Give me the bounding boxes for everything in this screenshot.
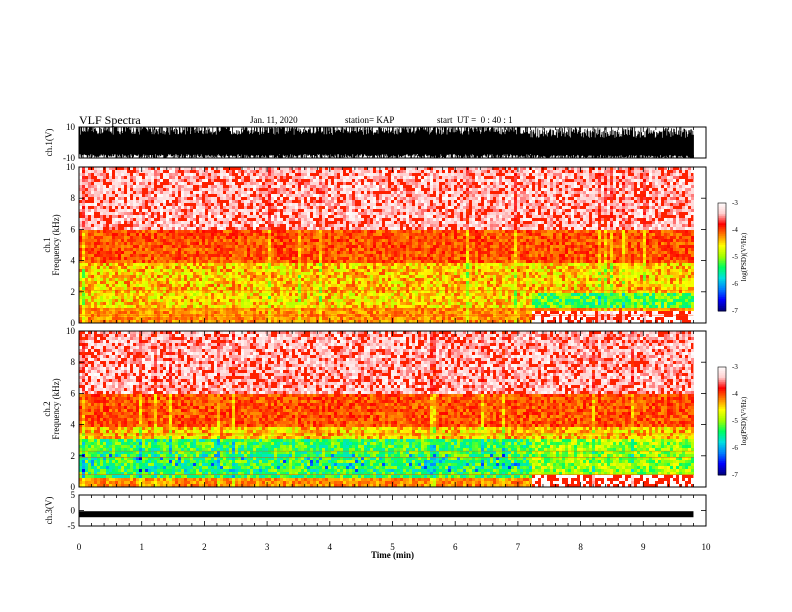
ch1-spectrogram-ylabel-line-1: Frequency (kHz) bbox=[51, 214, 61, 275]
ch2-spectrogram-ytick-2: 2 bbox=[71, 451, 76, 461]
ch1-waveform-trace bbox=[79, 127, 694, 158]
x-tick-3: 3 bbox=[265, 542, 270, 552]
ch1-waveform bbox=[79, 127, 694, 158]
ch3-waveform-ytick-5: 5 bbox=[71, 490, 76, 500]
ch1-spectrogram-ylabel: ch.1 Frequency (kHz) bbox=[42, 214, 61, 275]
ch1-spectrogram-ytick-4: 4 bbox=[71, 256, 76, 266]
ch2-spectrogram-colorbar: -3 -4 -5 -6 -7 log(PSD)(V²/Hz) bbox=[718, 363, 748, 479]
ch2-spectrogram-colorbar-tick--5: -5 bbox=[732, 417, 738, 425]
ch2-spectrogram-colorbar-tick--3: -3 bbox=[732, 363, 738, 371]
ch1-spectrogram-colorbar-tick--3: -3 bbox=[732, 199, 738, 207]
ch2-spectrogram-ylabel-line-1: Frequency (kHz) bbox=[51, 378, 61, 439]
ch2-spectrogram-colorbar-label: log(PSD)(V²/Hz) bbox=[740, 396, 748, 445]
ch1-spectrogram-colorbar-tick--7: -7 bbox=[732, 307, 738, 315]
ch2-spectrogram-colorbar-tick--7: -7 bbox=[732, 471, 738, 479]
ch2-spectrogram-ytick-8: 8 bbox=[71, 357, 76, 367]
ch2-spectrogram bbox=[79, 331, 694, 487]
ch2-spectrogram-ytick-10: 10 bbox=[66, 326, 76, 336]
figure-canvas: 10-10ch.1(V)0246810ch.1 Frequency (kHz)-3… bbox=[0, 0, 792, 612]
x-tick-1: 1 bbox=[139, 542, 144, 552]
ch2-spectrogram-colorbar-tick--6: -6 bbox=[732, 444, 738, 452]
x-tick-0: 0 bbox=[77, 542, 82, 552]
ch1-spectrogram-ytick-6: 6 bbox=[71, 224, 76, 234]
x-tick-7: 7 bbox=[516, 542, 521, 552]
x-tick-6: 6 bbox=[453, 542, 458, 552]
ch1-spectrogram-colorbar-tick--6: -6 bbox=[732, 280, 738, 288]
ch2-spectrogram-colorbar-tick--4: -4 bbox=[732, 390, 738, 398]
ch2-spectrogram-ylabel: ch.2 Frequency (kHz) bbox=[42, 378, 61, 439]
ch1-spectrogram bbox=[79, 167, 694, 323]
x-tick-10: 10 bbox=[702, 542, 712, 552]
x-axis-label: Time (min) bbox=[371, 550, 414, 560]
ch3-waveform-ylabel: ch.3(V) bbox=[44, 497, 54, 525]
ch3-waveform-ytick-0: 0 bbox=[71, 506, 76, 516]
x-tick-8: 8 bbox=[578, 542, 583, 552]
ch1-waveform-ylabel-line-0: ch.1(V) bbox=[44, 129, 54, 157]
ch1-spectrogram-ytick-10: 10 bbox=[66, 162, 76, 172]
ch1-spectrogram-colorbar: -3 -4 -5 -6 -7 log(PSD)(V²/Hz) bbox=[718, 199, 748, 315]
x-tick-9: 9 bbox=[641, 542, 646, 552]
ch1-spectrogram-colorbar-tick--5: -5 bbox=[732, 253, 738, 261]
ch3-waveform-ylabel-line-0: ch.3(V) bbox=[44, 497, 54, 525]
ch2-spectrogram-ytick-6: 6 bbox=[71, 388, 76, 398]
x-tick-2: 2 bbox=[202, 542, 207, 552]
x-tick-4: 4 bbox=[328, 542, 333, 552]
ch1-spectrogram-colorbar-tick--4: -4 bbox=[732, 226, 738, 234]
ch1-waveform-ytick-10: 10 bbox=[66, 122, 76, 132]
ch1-spectrogram-ytick-8: 8 bbox=[71, 193, 76, 203]
ch1-spectrogram-ytick-2: 2 bbox=[71, 287, 76, 297]
ch3-waveform-trace bbox=[79, 511, 693, 517]
ch1-waveform-ylabel: ch.1(V) bbox=[44, 129, 54, 157]
ch2-spectrogram-ytick-4: 4 bbox=[71, 420, 76, 430]
ch1-spectrogram-colorbar-label: log(PSD)(V²/Hz) bbox=[740, 232, 748, 281]
ch3-waveform bbox=[79, 511, 693, 517]
ch3-waveform-ytick--5: -5 bbox=[68, 521, 76, 531]
